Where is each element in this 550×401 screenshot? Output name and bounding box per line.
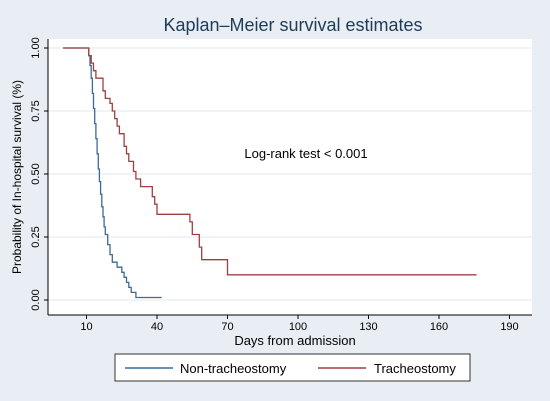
series-layer xyxy=(63,47,477,299)
gridlines xyxy=(48,47,532,301)
series-line-tracheostomy xyxy=(63,47,477,276)
x-tick-label: 160 xyxy=(430,321,448,333)
y-tick-label: 0.75 xyxy=(30,100,42,121)
chart-title: Kaplan–Meier survival estimates xyxy=(163,15,422,35)
y-tick-label: 0.25 xyxy=(30,226,42,247)
x-tick-label: 100 xyxy=(289,321,307,333)
y-tick-label: 0.50 xyxy=(30,163,42,184)
y-axis: 0.00 0.25 0.50 0.75 1.00 xyxy=(30,37,49,315)
x-axis: 10 40 70 100 130 160 190 xyxy=(48,314,532,333)
series-line-non-tracheostomy xyxy=(63,47,162,299)
x-tick-label: 190 xyxy=(500,321,518,333)
x-tick-label: 40 xyxy=(151,321,163,333)
x-axis-label: Days from admission xyxy=(234,333,355,348)
y-axis-label: Probability of In-hospital survival (%) xyxy=(10,80,24,274)
x-tick-label: 10 xyxy=(80,321,92,333)
x-tick-label: 130 xyxy=(359,321,377,333)
legend: Non-tracheostomy Tracheostomy xyxy=(114,353,471,382)
logrank-annotation: Log-rank test < 0.001 xyxy=(244,146,367,161)
y-tick-label: 1.00 xyxy=(30,37,42,58)
legend-label-tracheostomy: Tracheostomy xyxy=(374,361,456,376)
y-tick-label: 0.00 xyxy=(30,289,42,310)
legend-box xyxy=(114,353,471,382)
x-tick-label: 70 xyxy=(221,321,233,333)
legend-label-non-tracheostomy: Non-tracheostomy xyxy=(180,361,287,376)
plot-area xyxy=(48,39,532,315)
